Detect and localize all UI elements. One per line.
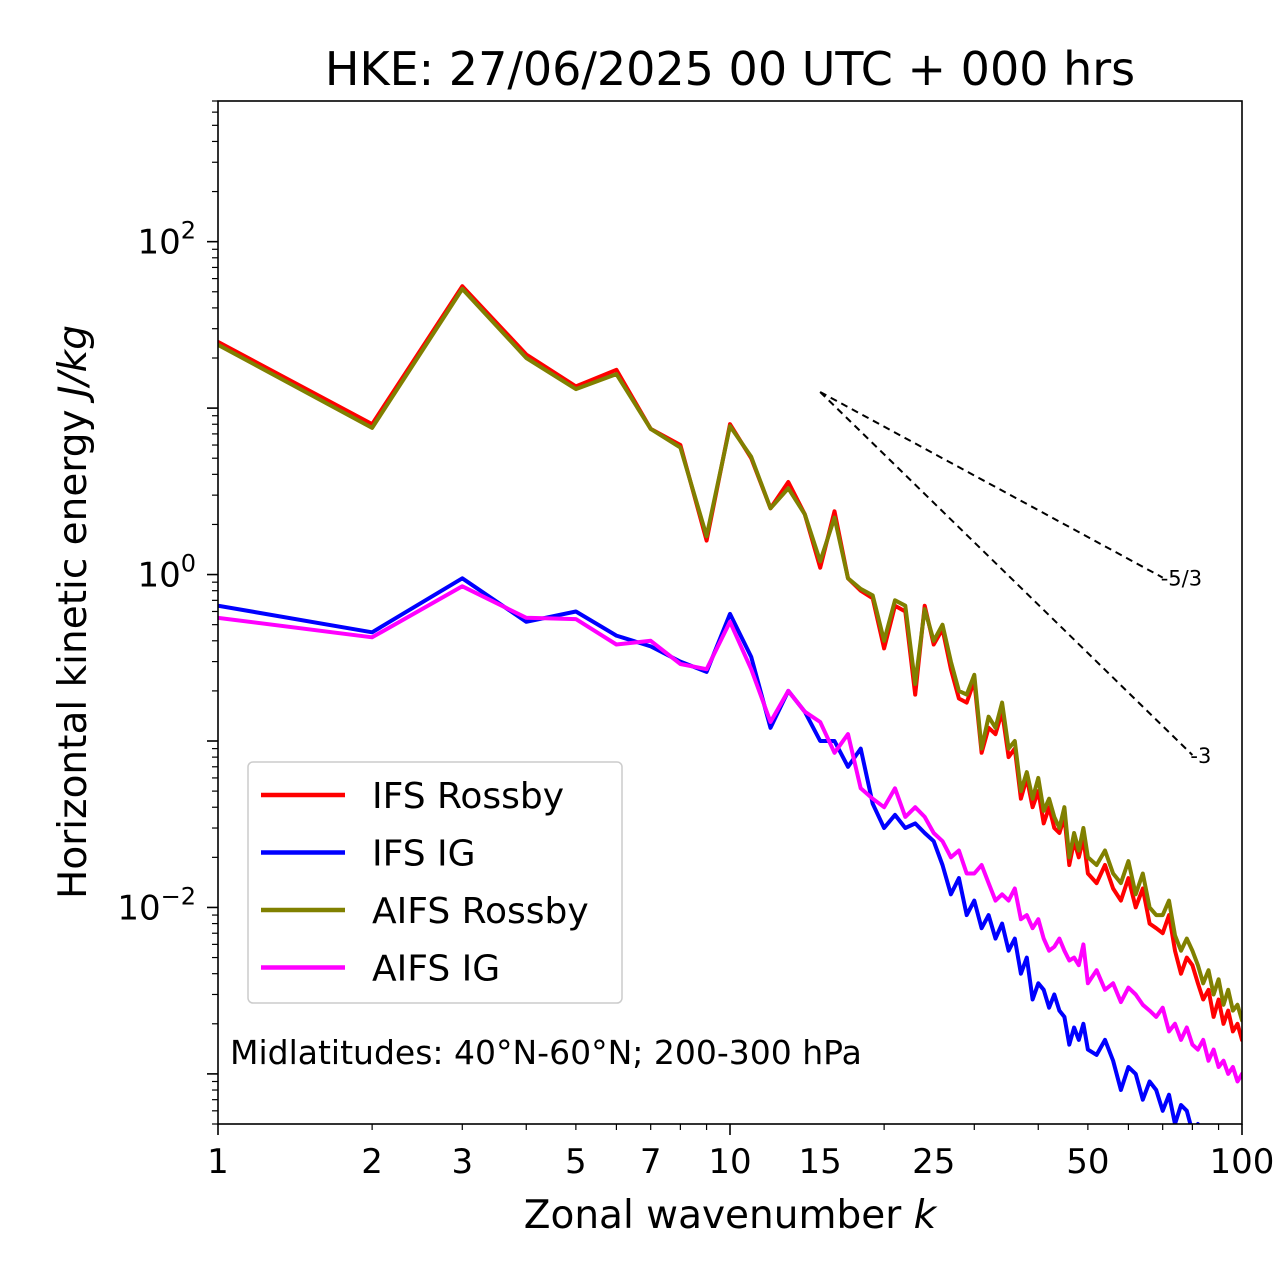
x-tick-label: 1 [207, 1142, 229, 1182]
y-axis-label: Horizontal kinetic energy J/kg [51, 325, 96, 899]
x-tick-label: 100 [1210, 1142, 1275, 1182]
series-line-aifs-rossby [218, 286, 1242, 1023]
legend-label: IFS IG [372, 834, 476, 875]
y-axis-ticks: 10−2 100 102 [117, 100, 218, 1125]
reference-slope-line-1 [819, 391, 1164, 579]
x-tick-label: 10 [708, 1142, 751, 1182]
y-tick-label: 10−2 [117, 882, 196, 928]
x-axis-ticks: 1 2 3 5 7 10 15 25 50 100 [207, 1124, 1274, 1182]
x-axis-label-variable: k [914, 1193, 938, 1238]
x-tick-label: 15 [799, 1142, 842, 1182]
x-axis-label-text: Zonal wavenumber [524, 1193, 914, 1238]
reference-slope-label-1: -5/3 [1161, 567, 1202, 591]
reference-slope-layer: -5/3 -3 [819, 391, 1211, 768]
y-axis-label-text: Horizontal kinetic energy [51, 397, 96, 899]
y-tick-label: 100 [137, 550, 196, 596]
legend-label: AIFS IG [372, 949, 500, 990]
y-axis-label-unit: J/kg [51, 325, 96, 404]
legend: IFS Rossby IFS IG AIFS Rossby AIFS IG [247, 761, 623, 1004]
legend-label: AIFS Rossby [372, 891, 589, 932]
x-tick-label: 3 [451, 1142, 473, 1182]
legend-box [247, 761, 623, 1004]
x-tick-label: 50 [1066, 1142, 1109, 1182]
x-tick-label: 7 [640, 1142, 662, 1182]
series-layer [218, 284, 1242, 1124]
legend-label: IFS Rossby [372, 776, 564, 817]
reference-slope-label-2: -3 [1190, 744, 1211, 768]
region-annotation: Midlatitudes: 40°N-60°N; 200-300 hPa [230, 1033, 862, 1072]
x-tick-label: 5 [565, 1142, 587, 1182]
reference-slope-line-2 [819, 391, 1194, 756]
x-tick-label: 25 [912, 1142, 955, 1182]
x-tick-label: 2 [361, 1142, 383, 1182]
y-tick-label: 102 [137, 217, 196, 263]
x-axis-label: Zonal wavenumber k [524, 1193, 938, 1238]
series-line-aifs-ig [218, 584, 1242, 1084]
chart-title: HKE: 27/06/2025 00 UTC + 000 hrs [325, 42, 1135, 96]
